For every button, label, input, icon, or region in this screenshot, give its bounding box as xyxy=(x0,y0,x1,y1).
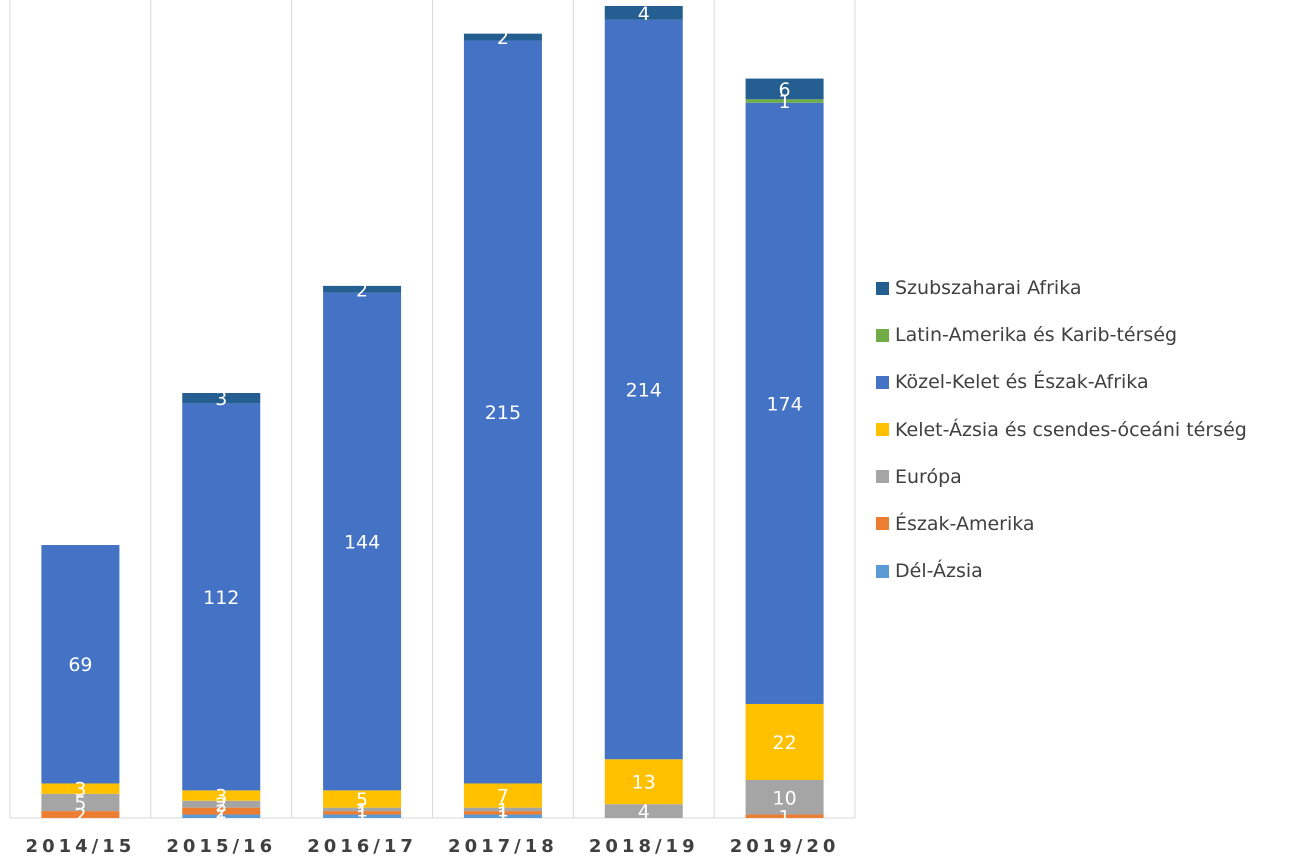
data-label: 1 xyxy=(215,806,227,828)
data-label: 3 xyxy=(215,388,227,410)
bar-segment xyxy=(463,814,542,818)
legend-label: Európa xyxy=(895,465,962,488)
bar-segment xyxy=(463,783,542,808)
bar-segment xyxy=(41,545,120,784)
bar-segment xyxy=(463,40,542,784)
legend-item: Szubszaharai Afrika xyxy=(876,276,1247,300)
data-label: 3 xyxy=(74,779,86,801)
data-label: 13 xyxy=(632,772,656,794)
bar-segment xyxy=(323,292,402,791)
legend-label: Közel-Kelet és Észak-Afrika xyxy=(895,371,1149,394)
data-label: 2 xyxy=(356,279,368,301)
data-label: 1 xyxy=(497,806,509,828)
stacked-bar-chart: 2536912231123111514421117215241321441102… xyxy=(9,0,856,857)
bar-segment xyxy=(323,790,402,808)
bar-segment xyxy=(323,807,402,812)
legend-label: Dél-Ázsia xyxy=(895,560,983,583)
legend-item: Közel-Kelet és Észak-Afrika xyxy=(876,370,1247,394)
data-label: 1 xyxy=(779,806,791,828)
bar-segment xyxy=(463,807,542,812)
bar-segments xyxy=(41,6,824,818)
legend-label: Latin-Amerika és Karib-térség xyxy=(895,324,1178,347)
bar-segment xyxy=(745,102,824,704)
data-label: 2 xyxy=(215,801,227,823)
legend-item: Kelet-Ázsia és csendes-óceáni térség xyxy=(876,418,1247,442)
data-label: 112 xyxy=(203,587,239,609)
legend-label: Szubszaharai Afrika xyxy=(895,277,1082,299)
legend-swatch xyxy=(876,470,889,484)
data-label: 1 xyxy=(356,799,368,821)
bar-segment xyxy=(41,811,120,818)
bar-segment xyxy=(745,814,824,818)
legend-swatch xyxy=(876,328,889,342)
bar-segment xyxy=(182,392,261,404)
data-label: 1 xyxy=(356,806,368,828)
bar-segment xyxy=(41,793,120,812)
data-label: 2 xyxy=(215,794,227,816)
x-tick-label: 2016/17 xyxy=(307,836,417,857)
category-gridlines xyxy=(9,0,856,819)
data-label: 1 xyxy=(779,91,791,113)
data-label: 2 xyxy=(74,805,86,827)
bar-segment xyxy=(41,783,120,794)
bar-segment xyxy=(182,790,261,801)
legend-label: Észak-Amerika xyxy=(895,512,1035,535)
bar-segment xyxy=(182,800,261,808)
data-label: 1 xyxy=(497,799,509,821)
data-label: 5 xyxy=(356,789,368,811)
bar-segment xyxy=(604,6,683,20)
data-label: 214 xyxy=(626,380,662,402)
data-label: 6 xyxy=(779,79,791,101)
legend-swatch xyxy=(876,375,889,389)
data-label: 7 xyxy=(497,786,509,808)
legend-item: Európa xyxy=(876,465,1247,489)
bar-segment xyxy=(182,807,261,815)
data-labels: 2536912231123111514421117215241321441102… xyxy=(68,3,802,828)
data-label: 174 xyxy=(766,393,802,415)
legend-swatch xyxy=(876,423,889,437)
bar-segment xyxy=(182,403,261,791)
data-label: 144 xyxy=(344,532,380,554)
bar-segment xyxy=(745,703,824,780)
data-label: 3 xyxy=(215,786,227,808)
x-tick-label: 2017/18 xyxy=(448,836,558,857)
data-label: 1 xyxy=(356,803,368,825)
bar-segment xyxy=(323,814,402,818)
x-tick-label: 2018/19 xyxy=(589,836,699,857)
bar-segment xyxy=(463,33,542,41)
legend-item: Észak-Amerika xyxy=(876,512,1247,536)
bar-segment xyxy=(182,814,261,818)
legend-swatch xyxy=(876,564,889,578)
data-label: 69 xyxy=(68,654,92,676)
x-axis-tick-labels: 2014/15 2015/16 2016/17 2017/18 2018/19 2019/… xyxy=(26,836,840,857)
bar-segment xyxy=(745,779,824,815)
bar-segment xyxy=(604,19,683,760)
legend-label: Kelet-Ázsia és csendes-óceáni térség xyxy=(895,418,1247,441)
data-label: 4 xyxy=(638,801,650,823)
legend-item: Dél-Ázsia xyxy=(876,559,1247,583)
bar-segment xyxy=(604,804,683,818)
x-tick-label: 2014/15 xyxy=(26,836,136,857)
bar-segment xyxy=(745,99,824,103)
data-label: 5 xyxy=(74,792,86,814)
data-label: 10 xyxy=(772,787,796,809)
bar-segment xyxy=(745,78,824,100)
data-label: 22 xyxy=(772,732,796,754)
legend: Szubszaharai Afrika Latin-Amerika és Kari… xyxy=(876,276,1247,606)
data-label: 2 xyxy=(497,27,509,49)
legend-swatch xyxy=(876,517,889,531)
bar-segment xyxy=(604,759,683,805)
bar-segment xyxy=(463,811,542,815)
legend-swatch xyxy=(876,281,889,295)
data-label: 4 xyxy=(638,3,650,25)
x-tick-label: 2015/16 xyxy=(166,836,276,857)
bar-segment xyxy=(323,285,402,293)
data-label: 215 xyxy=(485,402,521,424)
data-label: 1 xyxy=(497,803,509,825)
legend-item: Latin-Amerika és Karib-térség xyxy=(876,323,1247,347)
x-tick-label: 2019/20 xyxy=(730,836,840,857)
bar-segment xyxy=(323,811,402,815)
